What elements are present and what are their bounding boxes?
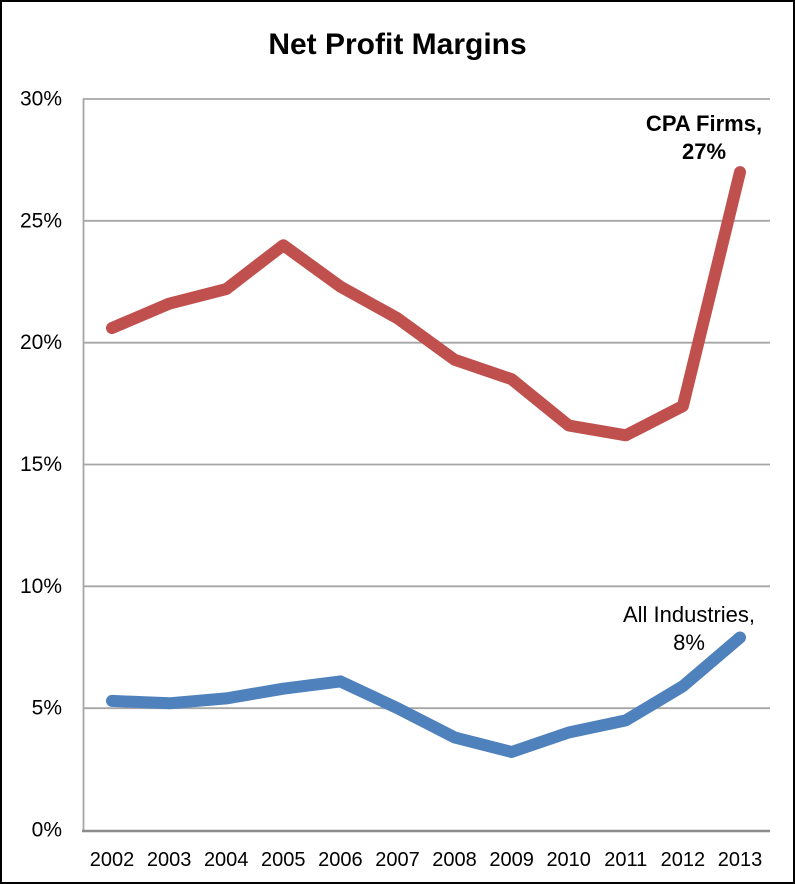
x-axis-tick-label: 2005 [261,849,306,871]
y-axis-tick-label: 5% [32,697,62,720]
y-axis-tick-label: 0% [32,819,62,842]
x-axis-tick-label: 2009 [489,849,534,871]
x-axis-tick-label: 2008 [432,849,477,871]
y-axis-tick-label: 10% [20,575,62,598]
x-axis-tick-label: 2011 [604,849,647,871]
x-axis-tick-label: 2003 [147,849,192,871]
x-axis-tick-label: 2012 [661,849,706,871]
series-end-label-all-industries: All Industries, 8% [623,601,755,657]
x-axis-tick-label: 2010 [546,849,591,871]
y-axis-tick-label: 25% [20,209,62,232]
chart-title: Net Profit Margins [268,28,527,61]
x-axis-tick-label: 2006 [318,849,363,871]
series-line-cpa-firms [106,166,746,442]
x-axis-tick-label: 2013 [718,849,763,871]
y-axis-tick-label: 15% [20,453,62,476]
x-axis-tick-label: 2004 [204,849,249,871]
series-end-label-value: 8% [673,630,705,655]
y-axis-tick-label: 30% [20,88,62,111]
series-line-all-industries [106,631,746,758]
series-end-label-value: 27% [681,139,727,164]
series-end-label-name: All Industries, [622,602,756,627]
x-axis-tick-label: 2002 [90,849,135,871]
x-axis-tick-label: 2007 [375,849,420,871]
y-axis-tick-label: 20% [20,331,62,354]
series-end-label-name: CPA Firms, [645,111,763,136]
series-end-label-cpa-firms: CPA Firms, 27% [646,110,762,166]
